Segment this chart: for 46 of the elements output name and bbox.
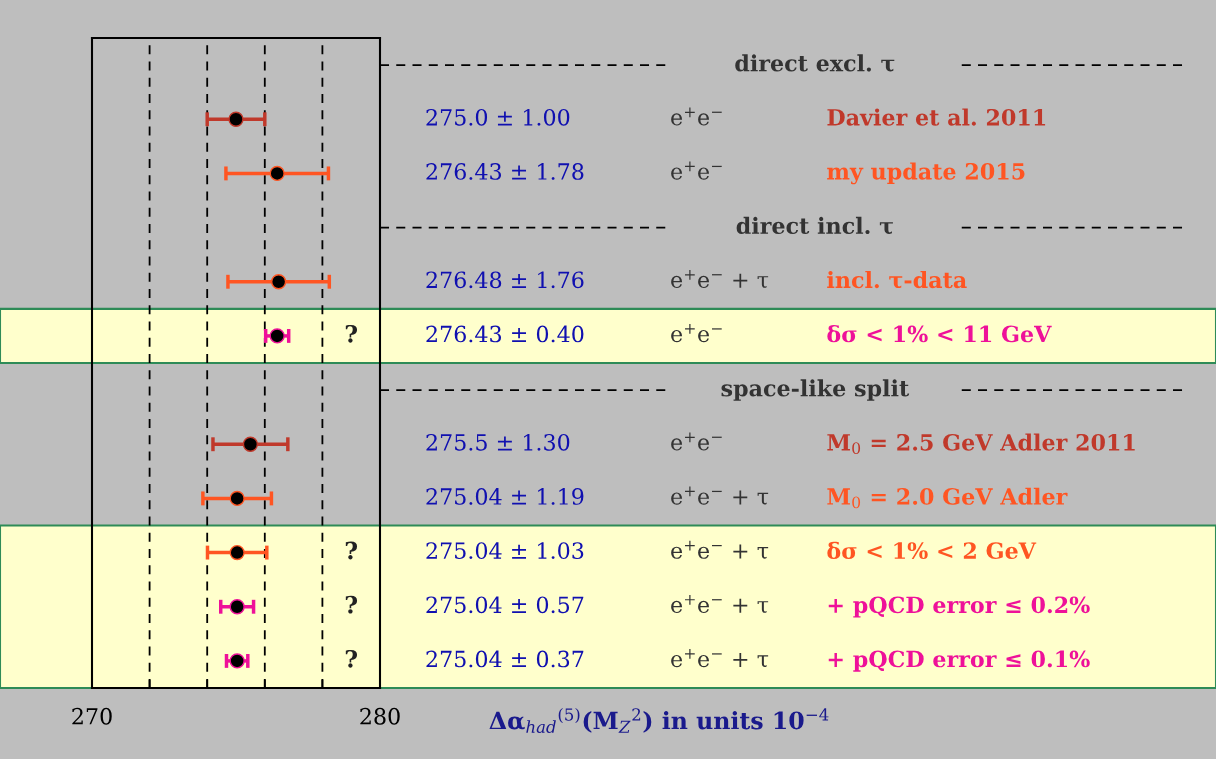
text: e$^{+}$e$^{−}$ bbox=[671, 107, 722, 126]
text: δσ < 1% < 11 GeV bbox=[827, 325, 1052, 343]
point bbox=[229, 544, 245, 561]
text: e$^{+}$e$^{−}$ + τ bbox=[671, 269, 769, 289]
text: M$_{0}$ = 2.5 GeV Adler 2011 bbox=[827, 433, 1135, 455]
point bbox=[229, 653, 245, 669]
point bbox=[269, 165, 285, 182]
y-tick-label: 276.43 ± 0.40 bbox=[426, 325, 584, 343]
text: δσ < 1% < 2 GeV bbox=[827, 541, 1037, 560]
y-tick-label: 275.0 ± 1.00 bbox=[426, 108, 570, 126]
text: my update 2015 bbox=[827, 162, 1025, 185]
text: incl. τ-data bbox=[827, 271, 967, 289]
text: Davier et al. 2011 bbox=[827, 108, 1046, 126]
text: e$^{+}$e$^{−}$ + τ bbox=[671, 486, 769, 505]
text: e$^{+}$e$^{−}$ bbox=[671, 324, 722, 343]
text: space-like split bbox=[721, 379, 910, 401]
x-axis-title: Δα$_{had}$$^{(5)}$(M$_{Z}$$^{2}$) in units 10$^{−4}$ bbox=[489, 707, 829, 733]
annotation: ? bbox=[345, 595, 358, 614]
y-tick-label: 275.04 ± 1.19 bbox=[426, 488, 584, 505]
y-tick-label: 276.43 ± 1.78 bbox=[426, 163, 584, 180]
text: e$^{+}$e$^{−}$ bbox=[671, 432, 722, 451]
text: e$^{+}$e$^{−}$ + τ bbox=[671, 649, 769, 668]
annotation: ? bbox=[345, 649, 358, 668]
y-tick-label: 275.04 ± 1.03 bbox=[426, 542, 584, 560]
x-tick-label: 270 bbox=[72, 707, 112, 725]
text: e$^{+}$e$^{−}$ bbox=[671, 161, 722, 180]
text: e$^{+}$e$^{−}$ + τ bbox=[671, 594, 769, 614]
point bbox=[270, 274, 287, 290]
text: e$^{+}$e$^{−}$ + τ bbox=[671, 540, 769, 559]
y-tick-label: 275.04 ± 0.57 bbox=[426, 596, 584, 614]
y-tick-label: 275.5 ± 1.30 bbox=[426, 433, 570, 451]
point bbox=[269, 328, 285, 344]
annotation: ? bbox=[345, 324, 358, 343]
point bbox=[242, 436, 259, 452]
text: direct incl. τ bbox=[736, 216, 893, 235]
x-tick-label: 280 bbox=[360, 707, 400, 725]
text: + pQCD error ≤ 0.1% bbox=[828, 650, 1090, 672]
text: + pQCD error ≤ 0.2% bbox=[828, 596, 1090, 618]
point bbox=[228, 111, 244, 127]
text: direct excl. τ bbox=[735, 54, 895, 72]
y-tick-label: 276.48 ± 1.76 bbox=[426, 271, 584, 289]
point bbox=[229, 490, 245, 507]
text: M$_{0}$ = 2.0 GeV Adler bbox=[827, 487, 1068, 509]
y-tick-label: 275.04 ± 0.37 bbox=[426, 650, 584, 668]
point bbox=[229, 599, 245, 615]
annotation: ? bbox=[345, 541, 358, 560]
